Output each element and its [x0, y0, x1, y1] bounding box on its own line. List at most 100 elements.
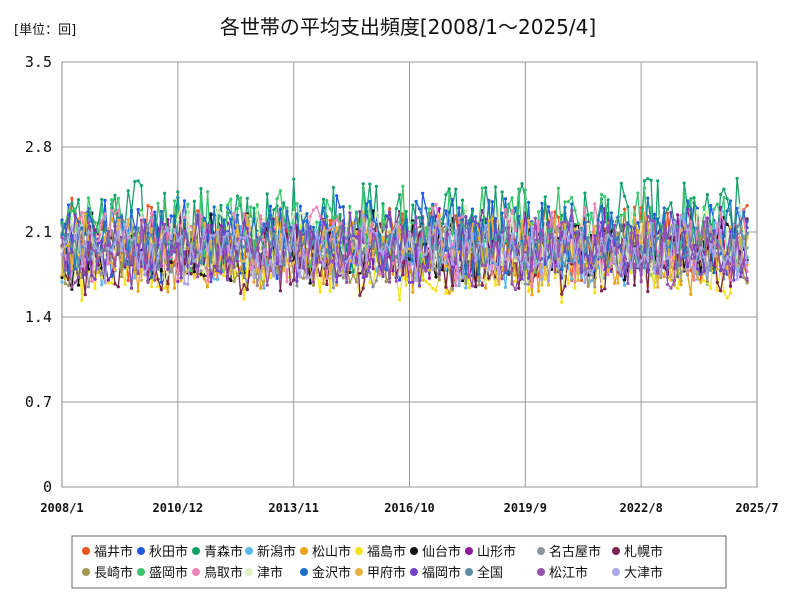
data-point: [437, 241, 441, 245]
data-point: [447, 210, 451, 214]
data-point: [123, 250, 127, 254]
data-point: [139, 278, 143, 282]
series-line: [61, 186, 748, 274]
data-point: [437, 218, 441, 222]
data-point: [86, 285, 91, 289]
data-point: [268, 228, 273, 232]
data-point: [206, 279, 210, 283]
data-point: [308, 226, 312, 230]
data-point: [272, 208, 276, 212]
data-point: [414, 243, 418, 247]
data-point: [649, 205, 653, 209]
data-point: [672, 241, 676, 245]
data-point: [742, 258, 746, 262]
data-point: [212, 205, 216, 209]
data-point: [537, 220, 541, 224]
data-point: [73, 236, 77, 241]
data-point: [646, 289, 650, 294]
data-point: [159, 288, 163, 292]
data-point: [484, 286, 488, 290]
data-point: [239, 224, 243, 228]
data-point: [457, 250, 461, 254]
data-point: [285, 232, 289, 236]
data-point: [407, 231, 412, 235]
data-point: [325, 282, 329, 287]
data-point: [563, 264, 567, 268]
data-point: [685, 199, 690, 203]
data-point: [321, 220, 326, 224]
data-point: [550, 210, 554, 215]
data-point: [411, 280, 415, 284]
data-point: [295, 284, 299, 288]
data-point: [692, 230, 696, 234]
data-point: [530, 285, 534, 289]
data-point: [60, 253, 64, 257]
data-point: [431, 268, 435, 272]
data-point: [699, 246, 703, 250]
data-point: [371, 267, 375, 271]
data-point: [378, 234, 382, 238]
data-point: [460, 275, 465, 279]
data-point: [146, 204, 150, 208]
data-point: [642, 271, 647, 276]
data-point: [450, 232, 455, 236]
data-point: [265, 283, 269, 287]
data-point: [225, 203, 230, 207]
data-point: [331, 216, 335, 220]
data-point: [695, 276, 700, 280]
data-point: [421, 216, 425, 221]
data-point: [103, 255, 107, 259]
data-point: [245, 288, 249, 292]
data-point: [709, 203, 713, 208]
data-point: [182, 218, 187, 222]
data-point: [464, 231, 468, 235]
data-point: [348, 240, 352, 244]
data-point: [60, 275, 64, 279]
data-point: [275, 276, 279, 280]
data-point: [192, 225, 196, 229]
data-point: [202, 274, 206, 278]
data-point: [404, 246, 408, 250]
data-point: [566, 223, 571, 227]
data-point: [222, 218, 226, 222]
data-point: [722, 187, 726, 191]
data-point: [305, 223, 309, 227]
data-point: [421, 255, 425, 259]
data-point: [411, 221, 415, 225]
data-point: [732, 223, 736, 227]
data-point: [311, 265, 316, 269]
data-point: [464, 204, 468, 208]
data-point: [100, 230, 104, 234]
data-point: [527, 236, 531, 240]
data-point: [537, 289, 541, 293]
data-point: [639, 241, 643, 245]
data-point: [229, 232, 233, 236]
data-point: [652, 246, 657, 251]
data-point: [689, 220, 693, 224]
data-point: [292, 278, 296, 282]
data-point: [143, 273, 147, 277]
data-point: [255, 252, 259, 256]
data-point: [100, 207, 104, 211]
data-point: [268, 213, 273, 217]
data-point: [732, 260, 736, 264]
data-point: [738, 275, 743, 279]
data-point: [292, 210, 296, 215]
data-point: [335, 280, 339, 284]
data-point: [467, 221, 471, 225]
data-point: [477, 283, 481, 287]
data-point: [576, 278, 580, 283]
legend-marker: [245, 547, 253, 555]
data-point: [599, 220, 604, 225]
data-point: [100, 283, 104, 287]
data-point: [63, 282, 67, 286]
data-point: [202, 221, 206, 225]
data-point: [464, 215, 468, 219]
data-point: [328, 245, 332, 249]
data-point: [166, 263, 170, 267]
data-point: [725, 266, 729, 270]
data-point: [474, 258, 478, 263]
data-point: [311, 222, 316, 226]
data-point: [616, 270, 620, 274]
data-point: [500, 190, 504, 194]
